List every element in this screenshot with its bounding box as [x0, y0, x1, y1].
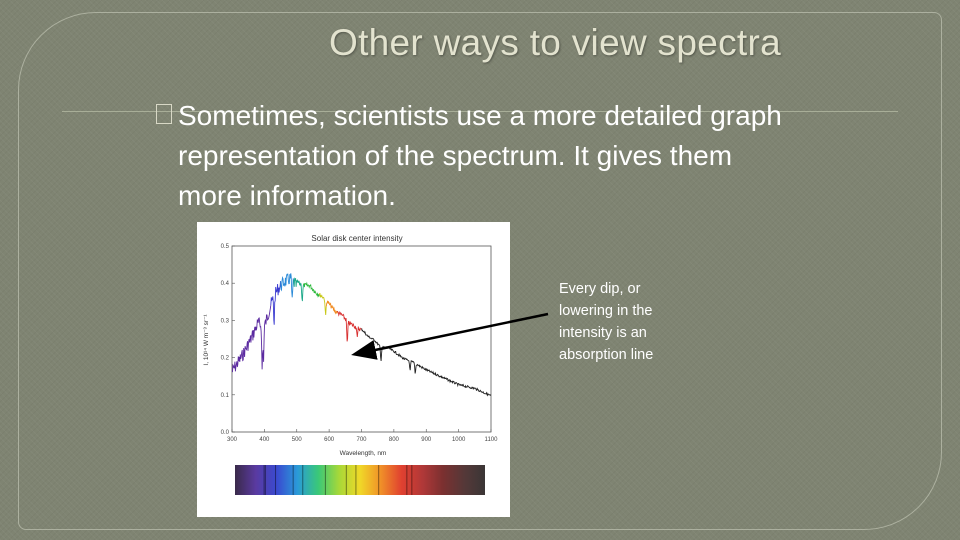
y-tick-label: 0.0 — [221, 430, 230, 436]
y-tick-label: 0.3 — [221, 318, 230, 324]
bullet-item: Sometimes, scientists use a more detaile… — [156, 96, 796, 216]
x-tick-label: 600 — [324, 437, 335, 443]
x-tick-label: 1000 — [452, 437, 466, 443]
chart-svg: Solar disk center intensity Wavelength, … — [203, 234, 499, 495]
x-tick-label: 700 — [356, 437, 367, 443]
spectrum-line — [325, 300, 338, 315]
spectrum-line — [231, 305, 272, 373]
annotation-text: Every dip, or lowering in the intensity … — [559, 281, 654, 363]
slide-title: Other ways to view spectra — [329, 22, 781, 63]
y-axis-label: I, 10¹⁴ W m⁻³ sr⁻¹ — [203, 314, 210, 366]
x-tick-label: 500 — [292, 437, 303, 443]
x-axis-label: Wavelength, nm — [340, 450, 387, 457]
spectrum-chart: Solar disk center intensity Wavelength, … — [197, 222, 510, 517]
x-tick-label: 300 — [227, 437, 238, 443]
y-tick-label: 0.2 — [221, 356, 230, 362]
spectrum-line — [293, 277, 304, 302]
spectrum-line — [318, 292, 327, 316]
chart-title: Solar disk center intensity — [311, 234, 402, 243]
bullet-text: Sometimes, scientists use a more detaile… — [178, 100, 782, 211]
spectrum-line — [270, 281, 282, 325]
spectrum-line — [336, 310, 363, 342]
y-tick-label: 0.5 — [221, 244, 230, 250]
spectrum-line — [361, 328, 491, 397]
x-tick-label: 900 — [421, 437, 432, 443]
y-tick-label: 0.4 — [221, 281, 230, 287]
x-tick-label: 1100 — [485, 437, 499, 443]
title-divider — [62, 111, 898, 112]
slide-frame — [18, 12, 942, 530]
bullet-marker-icon — [156, 104, 172, 124]
arrow-line — [351, 312, 549, 360]
x-tick-label: 400 — [259, 437, 270, 443]
spectrum-strip — [235, 465, 485, 495]
x-tick-label: 800 — [389, 437, 400, 443]
spectrum-line — [280, 273, 295, 298]
y-tick-label: 0.1 — [221, 393, 230, 399]
spectrum-line — [302, 281, 320, 298]
